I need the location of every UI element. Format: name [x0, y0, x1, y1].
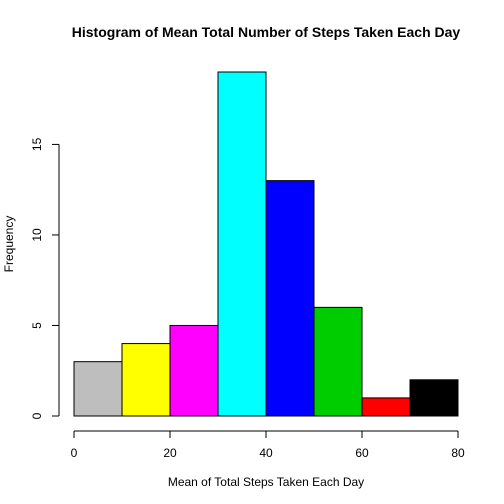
x-tick-label: 40 [259, 446, 273, 460]
y-tick-label: 15 [30, 137, 44, 151]
y-tick-label: 10 [30, 228, 44, 242]
bars-layer [73, 71, 459, 417]
x-tick-label: 0 [71, 446, 78, 460]
x-tick-label: 60 [355, 446, 369, 460]
histogram-bar-70-80 [409, 379, 459, 417]
histogram-bar-0-10 [73, 361, 123, 417]
histogram-bar-60-70 [361, 397, 411, 417]
x-axis-label: Mean of Total Steps Taken Each Day [168, 475, 364, 489]
y-tick-label: 0 [30, 412, 44, 419]
x-tick-label: 20 [163, 446, 177, 460]
histogram-bar-10-20 [121, 343, 171, 417]
x-tick-label: 80 [451, 446, 465, 460]
histogram-bar-40-50 [265, 180, 315, 417]
histogram-bar-20-30 [169, 324, 219, 417]
y-tick-label: 5 [30, 322, 44, 329]
y-axis: 0 5 10 15 [30, 137, 60, 419]
chart-title: Histogram of Mean Total Number of Steps … [72, 24, 461, 40]
histogram-bar-50-60 [313, 306, 363, 417]
x-axis: 0 20 40 60 80 [71, 430, 465, 460]
histogram-bar-30-40 [217, 71, 267, 417]
y-axis-label: Frequency [2, 216, 16, 273]
